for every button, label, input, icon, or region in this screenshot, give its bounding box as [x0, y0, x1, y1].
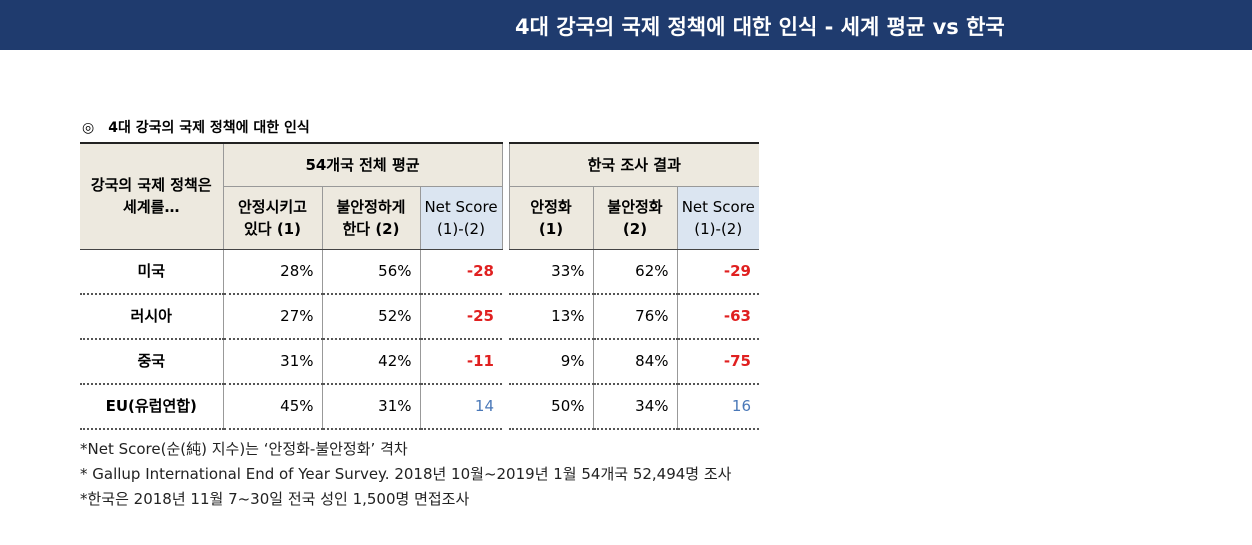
table-cell: 42%: [321, 338, 420, 385]
column-header: 불안정화 (2): [592, 186, 678, 250]
column-header: 안정시키고 있다 (1): [222, 186, 323, 250]
table-cell: 76%: [592, 293, 677, 340]
table-cell: -25: [419, 293, 502, 340]
table-cell: 27%: [222, 293, 322, 340]
table-cell: 14: [419, 383, 502, 430]
table-cell: -28: [419, 249, 502, 295]
table-cell: 56%: [321, 249, 420, 295]
table-cell: 31%: [222, 338, 322, 385]
group-header: 한국 조사 결과: [508, 142, 759, 187]
header-bar: 4대 강국의 국제 정책에 대한 인식 - 세계 평균 vs 한국: [0, 0, 1252, 50]
table-cell: -75: [676, 338, 759, 385]
section-title: ◎ 4대 강국의 국제 정책에 대한 인식: [82, 117, 310, 137]
section-text: 4대 강국의 국제 정책에 대한 인식: [108, 120, 310, 136]
table-row: EU(유럽연합) 45% 31% 14 50% 34% 16: [80, 383, 759, 430]
row-label: 러시아: [80, 293, 223, 340]
table-cell: -11: [419, 338, 502, 385]
table-cell: 16: [676, 383, 759, 430]
row-label: 중국: [80, 338, 223, 385]
table-cell: 45%: [222, 383, 322, 430]
footnotes: *Net Score(순(純) 지수)는 ‘안정화-불안정화’ 격차 * Gall…: [80, 437, 731, 512]
table-cell: -63: [676, 293, 759, 340]
column-header: 불안정하게 한다 (2): [321, 186, 421, 250]
table-cell: 84%: [592, 338, 677, 385]
column-header: Net Score (1)-(2): [676, 186, 759, 250]
header-title: 4대 강국의 국제 정책에 대한 인식 - 세계 평균 vs 한국: [515, 15, 1005, 39]
table-row: 러시아 27% 52% -25 13% 76% -63: [80, 293, 759, 340]
table-cell: 31%: [321, 383, 420, 430]
row-label: 미국: [80, 249, 223, 295]
footnote: *Net Score(순(純) 지수)는 ‘안정화-불안정화’ 격차: [80, 440, 408, 458]
row-header: 강국의 국제 정책은 세계를…: [80, 142, 224, 250]
footnote: *한국은 2018년 11월 7~30일 전국 성인 1,500명 면접조사: [80, 490, 470, 508]
table-row: 중국 31% 42% -11 9% 84% -75: [80, 338, 759, 385]
table-cell: 50%: [509, 383, 593, 430]
row-label: EU(유럽연합): [80, 383, 223, 430]
footnote: * Gallup International End of Year Surve…: [80, 465, 732, 483]
table-cell: 13%: [509, 293, 593, 340]
table-cell: 33%: [509, 249, 593, 295]
table-cell: 9%: [509, 338, 593, 385]
group-header: 54개국 전체 평균: [222, 142, 503, 187]
table-row: 미국 28% 56% -28 33% 62% -29: [80, 249, 759, 295]
table-cell: 52%: [321, 293, 420, 340]
table-cell: 34%: [592, 383, 677, 430]
column-header: Net Score (1)-(2): [419, 186, 503, 250]
section-marker: ◎: [82, 120, 95, 136]
table-cell: 28%: [222, 249, 322, 295]
column-header: 안정화 (1): [508, 186, 594, 250]
table-cell: 62%: [592, 249, 677, 295]
table: 강국의 국제 정책은 세계를… 54개국 전체 평균 한국 조사 결과 안정시키…: [80, 142, 759, 430]
table-cell: -29: [676, 249, 759, 295]
